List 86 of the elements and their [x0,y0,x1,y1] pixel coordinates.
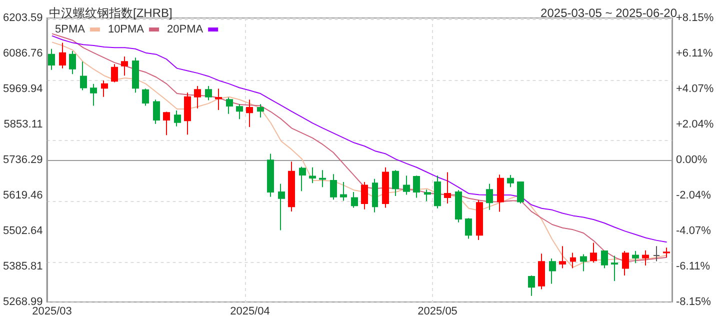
candlestick [319,170,326,188]
candlestick [340,181,347,202]
candlestick [184,92,191,136]
candlestick [330,174,337,200]
candlestick [476,200,483,241]
candlestick [278,183,285,231]
candlestick [642,250,649,266]
x-tick-label: 2025/03 [32,306,72,318]
candlestick [48,48,55,70]
candlestick [528,275,535,296]
candlestick [226,96,233,114]
legend-label: 10PMA [108,24,145,36]
candlestick [246,99,253,128]
candlestick [236,104,243,120]
candlestick [90,83,97,106]
candlestick [622,250,629,276]
candlestick [632,250,639,264]
candlestick [257,104,264,118]
candlestick [351,191,358,208]
candlestick [538,253,545,290]
candlestick [69,50,76,75]
candlestick [601,250,608,269]
candlestick [549,258,556,284]
candlestick [372,178,378,213]
x-tick-label: 2025/05 [418,306,458,318]
candlestick [663,247,670,258]
y-tick-label: 5736.29 [2,154,43,166]
candlestick [153,99,160,124]
y-tick-label: 5385.81 [2,260,43,272]
y2-tick-label: -6.11% [676,260,710,272]
candlestick [121,56,128,76]
candlestick [590,242,597,263]
candlestick [580,254,587,272]
y-tick-label: 5969.94 [2,83,43,95]
y-tick-label: 6086.76 [2,48,43,60]
legend-label: 5PMA [54,24,86,36]
candlestick [434,175,441,209]
candlestick [465,218,472,240]
candlestick [497,174,504,212]
candlestick [132,57,139,94]
candlestick [570,252,576,269]
y2-tick-label: -4.07% [676,224,712,237]
candlestick [486,183,493,210]
candlestick [205,85,212,101]
candlestick [559,246,566,269]
y2-tick-label: -2.04% [676,190,712,202]
candlestick [611,255,618,282]
candlestick [382,166,389,208]
candlestick [174,110,181,127]
candlestick [101,80,108,98]
candlestick [424,189,431,202]
x-tick-label: 2025/04 [230,306,270,318]
y-tick-label: 5502.64 [2,225,43,237]
y2-tick-label: +8.15% [676,12,714,24]
candlestick [413,175,420,198]
y2-tick-label: +6.11% [676,48,714,60]
y2-tick-label: -8.15% [676,296,712,308]
y-tick-label: 5268.99 [2,296,43,308]
y2-tick-label: +2.04% [676,118,714,130]
y2-tick-label: +4.07% [676,83,714,96]
chart-title: 中汉螺纹钢指数[ZHRB] [49,6,172,20]
y-tick-label: 5619.46 [2,190,43,202]
candlestick [455,190,462,223]
candlestick [80,61,87,91]
y-tick-label: 6203.59 [2,12,43,24]
candlestick [288,161,295,212]
candlestick [403,175,410,196]
y-tick-label: 5853.11 [4,118,43,130]
legend-label: 20PMA [167,24,204,36]
candlestick [142,88,149,106]
candlestick [163,111,170,136]
candlestick [517,181,524,204]
candlestick [309,166,316,184]
candlestick [507,174,514,188]
candlestick [59,42,66,69]
candlestick [653,246,660,262]
candlestick [299,166,306,192]
candlestick [215,88,222,110]
candlestick [392,170,399,196]
y2-tick-label: 0.00% [676,154,708,166]
candlestick [444,172,451,204]
candlestick [111,64,118,83]
candlestick [267,153,274,198]
candlestick [194,85,201,109]
candlestick [361,181,368,210]
chart-subtitle: 2025-03-05 ~ 2025-06-20 [540,6,678,20]
